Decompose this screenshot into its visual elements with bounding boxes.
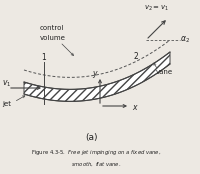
- Text: (a): (a): [86, 133, 98, 142]
- Text: x: x: [132, 104, 136, 113]
- Text: $\alpha_2$: $\alpha_2$: [180, 35, 190, 45]
- Text: $v_1$: $v_1$: [2, 79, 11, 89]
- Text: vane: vane: [156, 69, 173, 75]
- Text: y: y: [92, 69, 96, 78]
- Text: $v_2 = v_1$: $v_2 = v_1$: [144, 4, 169, 13]
- Text: $\it{smooth,\ flat\ vane.}$: $\it{smooth,\ flat\ vane.}$: [71, 161, 121, 168]
- Text: control: control: [40, 25, 64, 31]
- Text: jet: jet: [2, 101, 11, 107]
- Text: 1: 1: [41, 53, 46, 62]
- Polygon shape: [24, 52, 170, 101]
- Text: 2: 2: [133, 52, 138, 61]
- Text: volume: volume: [40, 35, 66, 41]
- Text: Figure 4.3-5.  $\it{Free\ jet\ impinging\ on\ a\ fixed\ vane,}$: Figure 4.3-5. $\it{Free\ jet\ impinging\…: [31, 148, 161, 157]
